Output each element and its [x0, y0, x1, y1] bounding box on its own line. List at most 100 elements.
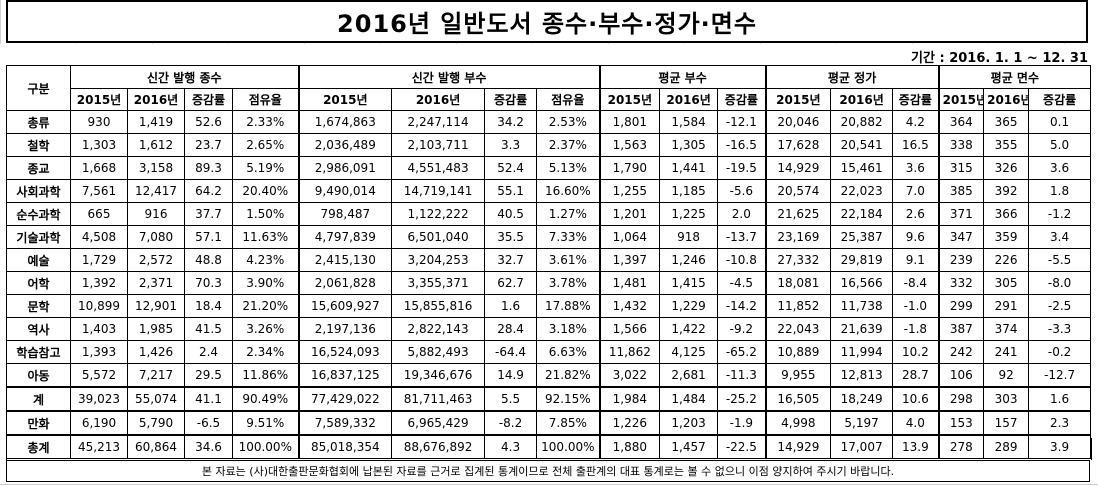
- table-cell[interactable]: -8.4: [892, 271, 940, 295]
- table-cell[interactable]: 39,023: [70, 386, 128, 412]
- table-cell[interactable]: 798,487: [297, 202, 393, 226]
- table-cell[interactable]: 41.5: [184, 317, 233, 341]
- table-cell[interactable]: 10,889: [764, 340, 832, 364]
- table-cell[interactable]: 364: [937, 110, 985, 134]
- table-cell[interactable]: 89.3: [184, 156, 233, 180]
- table-cell[interactable]: 1,790: [598, 156, 661, 180]
- table-cell[interactable]: -1.2: [1028, 202, 1092, 226]
- table-cell[interactable]: 21,625: [764, 202, 832, 226]
- table-cell[interactable]: 5.5: [484, 386, 538, 412]
- table-cell[interactable]: 4.3: [484, 434, 538, 459]
- table-cell[interactable]: 3,204,253: [391, 248, 486, 272]
- table-cell[interactable]: 45,213: [70, 434, 128, 459]
- table-cell[interactable]: 10.2: [892, 340, 940, 364]
- table-cell[interactable]: 1,612: [127, 133, 185, 157]
- table-cell[interactable]: 5,882,493: [391, 340, 486, 364]
- table-cell[interactable]: 3.78%: [536, 271, 601, 295]
- table-cell[interactable]: 20,882: [830, 110, 894, 134]
- table-cell[interactable]: 12,417: [127, 179, 185, 203]
- table-cell[interactable]: 239: [937, 248, 985, 272]
- table-cell[interactable]: 55,074: [127, 386, 185, 412]
- table-cell[interactable]: 242: [937, 340, 985, 364]
- table-cell[interactable]: 1,201: [598, 202, 661, 226]
- table-cell[interactable]: 1,415: [659, 271, 719, 295]
- table-cell[interactable]: 1,064: [598, 225, 661, 249]
- table-cell[interactable]: -5.5: [1028, 248, 1092, 272]
- table-cell[interactable]: 392: [983, 179, 1030, 203]
- table-cell[interactable]: 1,563: [598, 133, 661, 157]
- table-cell[interactable]: 92: [983, 363, 1030, 388]
- table-cell[interactable]: 1,481: [598, 271, 661, 295]
- table-cell[interactable]: 1,393: [70, 340, 128, 364]
- table-cell[interactable]: 347: [937, 225, 985, 249]
- table-cell[interactable]: 20,574: [764, 179, 832, 203]
- table-cell[interactable]: 2,986,091: [297, 156, 393, 180]
- table-cell[interactable]: 2.4: [184, 340, 233, 364]
- table-cell[interactable]: 1,484: [659, 386, 719, 412]
- table-cell[interactable]: 29.5: [184, 363, 233, 388]
- table-cell[interactable]: 29,819: [830, 248, 894, 272]
- table-cell[interactable]: 4.0: [892, 410, 940, 436]
- table-cell[interactable]: 278: [937, 434, 985, 459]
- table-cell[interactable]: 92.15%: [536, 386, 601, 412]
- table-cell[interactable]: -1.8: [892, 317, 940, 341]
- table-cell[interactable]: 21.20%: [231, 294, 300, 318]
- table-cell[interactable]: 52.6: [184, 110, 233, 134]
- table-cell[interactable]: -1.9: [717, 410, 767, 436]
- table-cell[interactable]: 11.63%: [231, 225, 300, 249]
- table-cell[interactable]: 1.6: [484, 294, 538, 318]
- table-cell[interactable]: 81,711,463: [391, 386, 486, 412]
- table-cell[interactable]: 226: [983, 248, 1030, 272]
- table-cell[interactable]: 4.2: [892, 110, 940, 134]
- table-cell[interactable]: 1,985: [127, 317, 185, 341]
- table-cell[interactable]: 11.86%: [231, 363, 300, 388]
- table-cell[interactable]: 37.7: [184, 202, 233, 226]
- table-cell[interactable]: 2.6: [892, 202, 940, 226]
- table-cell[interactable]: -2.5: [1028, 294, 1092, 318]
- table-cell[interactable]: 16,566: [830, 271, 894, 295]
- table-cell[interactable]: -8.2: [484, 410, 538, 436]
- table-cell[interactable]: 7,217: [127, 363, 185, 388]
- table-cell[interactable]: 15,855,816: [391, 294, 486, 318]
- table-cell[interactable]: 2,822,143: [391, 317, 486, 341]
- table-cell[interactable]: 5,790: [127, 410, 185, 436]
- table-cell[interactable]: -8.0: [1028, 271, 1092, 295]
- table-cell[interactable]: 366: [983, 202, 1030, 226]
- table-cell[interactable]: 13.9: [892, 434, 940, 459]
- table-cell[interactable]: 374: [983, 317, 1030, 341]
- table-cell[interactable]: 14,929: [764, 156, 832, 180]
- table-cell[interactable]: 2,061,828: [297, 271, 393, 295]
- table-cell[interactable]: 3.90%: [231, 271, 300, 295]
- table-cell[interactable]: 11,738: [830, 294, 894, 318]
- table-cell[interactable]: 1.6: [1028, 386, 1092, 412]
- table-cell[interactable]: 7.33%: [536, 225, 601, 249]
- table-cell[interactable]: 299: [937, 294, 985, 318]
- table-cell[interactable]: 3.3: [484, 133, 538, 157]
- table-cell[interactable]: 355: [983, 133, 1030, 157]
- table-cell[interactable]: 64.2: [184, 179, 233, 203]
- table-cell[interactable]: 16,837,125: [297, 363, 393, 388]
- table-cell[interactable]: 2.3: [1028, 410, 1092, 436]
- table-cell[interactable]: 20.40%: [231, 179, 300, 203]
- table-cell[interactable]: 11,852: [764, 294, 832, 318]
- table-cell[interactable]: 5.13%: [536, 156, 601, 180]
- table-cell[interactable]: -10.8: [717, 248, 767, 272]
- table-cell[interactable]: 21,639: [830, 317, 894, 341]
- table-cell[interactable]: 2,036,489: [297, 133, 393, 157]
- table-cell[interactable]: 22,043: [764, 317, 832, 341]
- table-cell[interactable]: -1.0: [892, 294, 940, 318]
- table-cell[interactable]: 1,255: [598, 179, 661, 203]
- table-cell[interactable]: 1,880: [598, 434, 661, 459]
- table-cell[interactable]: 303: [983, 386, 1030, 412]
- table-cell[interactable]: 338: [937, 133, 985, 157]
- table-cell[interactable]: 315: [937, 156, 985, 180]
- table-cell[interactable]: 1,419: [127, 110, 185, 134]
- table-cell[interactable]: 2.34%: [231, 340, 300, 364]
- table-cell[interactable]: 9,955: [764, 363, 832, 388]
- table-cell[interactable]: 3.9: [1028, 434, 1092, 459]
- table-cell[interactable]: 18,249: [830, 386, 894, 412]
- table-cell[interactable]: 19,346,676: [391, 363, 486, 388]
- table-cell[interactable]: 2,572: [127, 248, 185, 272]
- table-cell[interactable]: 6.63%: [536, 340, 601, 364]
- table-cell[interactable]: -5.6: [717, 179, 767, 203]
